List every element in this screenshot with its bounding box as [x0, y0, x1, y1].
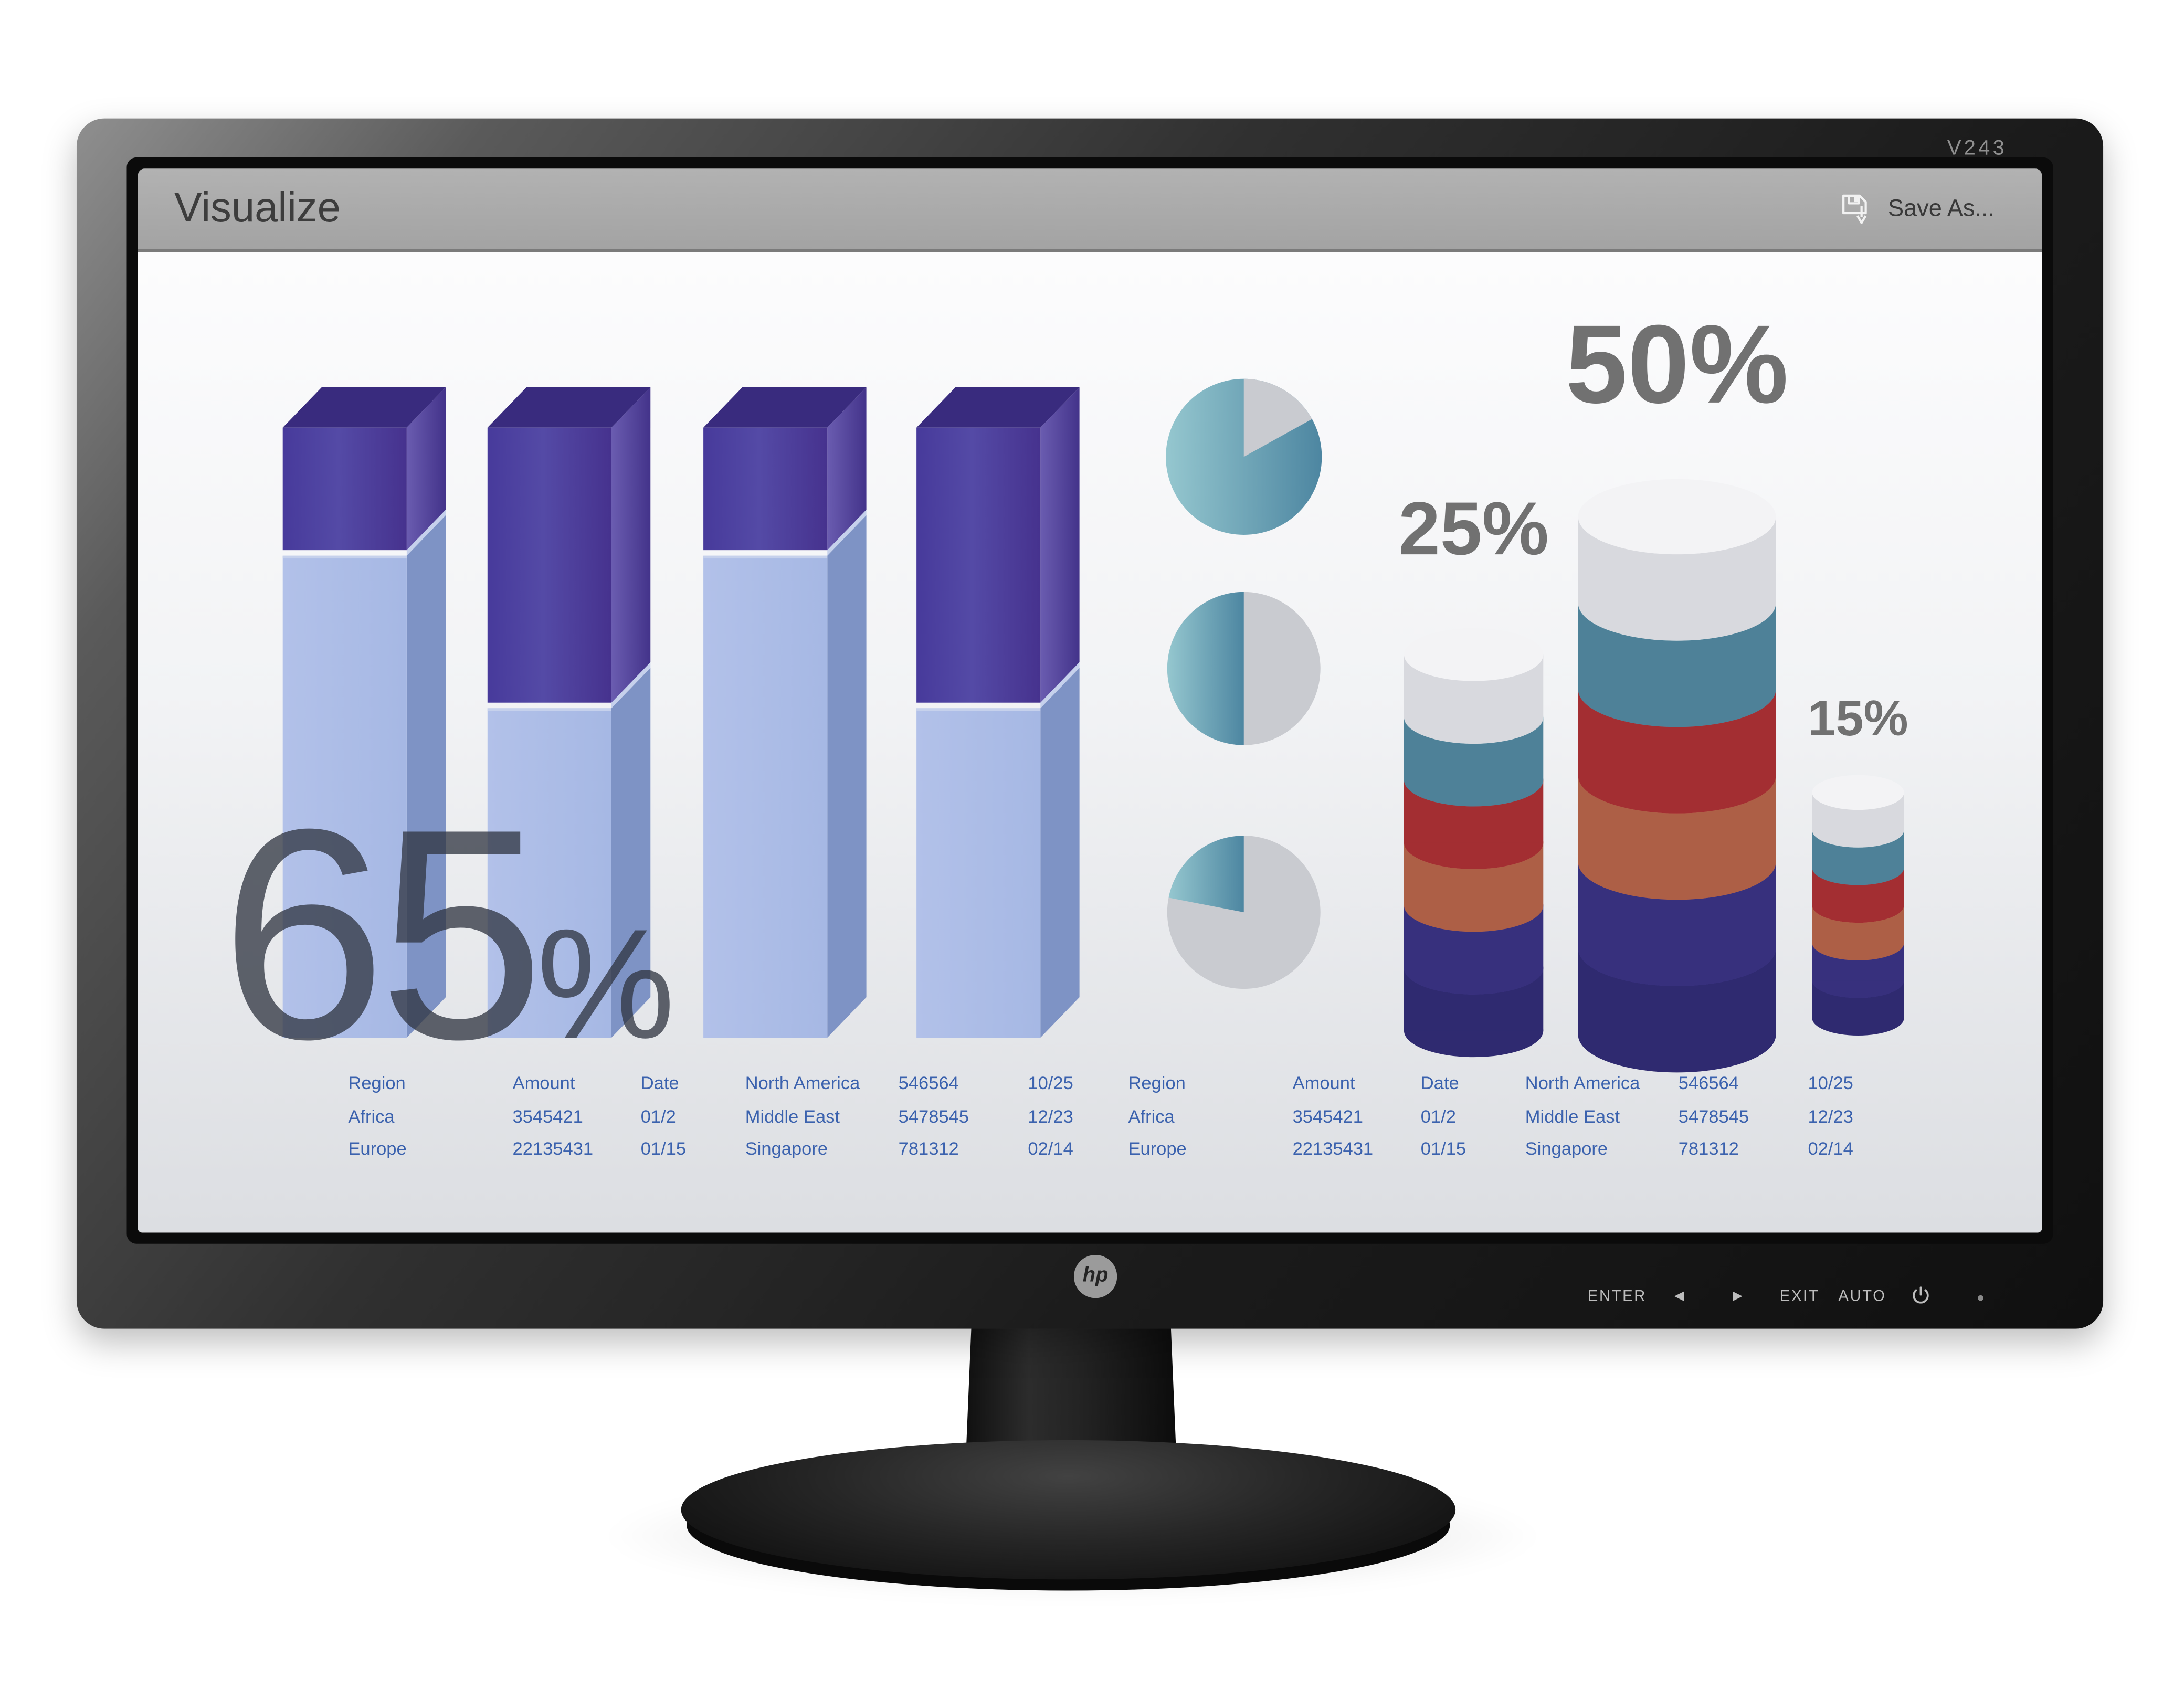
bar-top-face	[703, 387, 867, 428]
bar-segment-blue	[487, 708, 611, 1038]
table-cell: 5478545	[898, 1105, 969, 1126]
table-header-cell: Date	[640, 1072, 679, 1094]
bar-side-blue	[827, 515, 867, 1038]
bar-side-sliver	[611, 662, 651, 709]
monitor-button-left[interactable]: ◀	[1674, 1288, 1685, 1303]
table-header-cell: Amount	[1292, 1072, 1355, 1094]
table-cell: 01/2	[640, 1105, 676, 1126]
page-title: Visualize	[174, 185, 341, 231]
bar-segment-blue-edge	[487, 708, 611, 711]
bar-side-blue	[1040, 668, 1080, 1038]
bar-top-face	[916, 387, 1080, 428]
bar-segment-blue	[703, 555, 828, 1038]
table-header-cell: North America	[1525, 1072, 1640, 1094]
table-cell: 12/23	[1808, 1105, 1853, 1126]
hp-logo: hp	[1073, 1254, 1117, 1298]
table-cell: 3545421	[512, 1105, 583, 1126]
stack-percent-label: 50%	[1566, 302, 1789, 426]
app-titlebar: Visualize Save As...	[138, 168, 2042, 252]
screen-inner-frame: Visualize Save As...	[126, 157, 2053, 1244]
table-cell: 12/23	[1028, 1105, 1073, 1126]
stack-percent-label: 25%	[1398, 487, 1549, 571]
table-header-cell: 10/25	[1028, 1072, 1073, 1094]
bar-side-purple	[827, 387, 867, 551]
table-header-cell: 10/25	[1808, 1072, 1853, 1094]
bar-segment-purple	[703, 427, 828, 551]
monitor-button-exit[interactable]: EXIT	[1779, 1288, 1820, 1305]
table-cell: 3545421	[1292, 1105, 1363, 1126]
save-floppy-icon	[1843, 194, 1868, 224]
table-header-cell: Amount	[512, 1072, 575, 1094]
monitor-model-label: V243	[1947, 136, 2008, 161]
table-cell: Singapore	[1525, 1138, 1608, 1159]
coin-top	[1812, 775, 1904, 810]
table-header-cell: Region	[1128, 1072, 1186, 1094]
pie-slice-gray	[1243, 378, 1312, 457]
table-cell: 01/2	[1420, 1105, 1456, 1126]
table-cell: Singapore	[745, 1138, 828, 1159]
table-cell: Middle East	[745, 1105, 840, 1126]
monitor-button-right[interactable]: ▶	[1733, 1288, 1744, 1303]
table-cell: 22135431	[1292, 1138, 1374, 1159]
table-cell: Africa	[348, 1105, 395, 1126]
table-cell: Middle East	[1525, 1105, 1620, 1126]
table-cell: Europe	[348, 1138, 407, 1159]
bar-segment-blue	[916, 708, 1041, 1038]
power-icon	[1913, 1286, 1929, 1304]
bar-segment-blue-edge	[916, 708, 1041, 711]
bar-side-blue	[406, 515, 446, 1038]
save-as-button[interactable]: Save As...	[1839, 168, 1995, 249]
table-cell: 22135431	[512, 1138, 594, 1159]
power-button[interactable]	[1911, 1285, 1932, 1313]
coin-top	[1578, 479, 1776, 555]
table-header-cell: Region	[348, 1072, 406, 1094]
bar-side-blue	[611, 668, 651, 1038]
monitor-controls: ENTER ◀ ▶ EXIT AUTO	[77, 1286, 2103, 1325]
bar-segment-blue-edge	[282, 555, 407, 559]
stack-percent-label: 15%	[1808, 691, 1908, 746]
bar-segment-blue	[282, 555, 407, 1038]
bar-top-face	[487, 387, 651, 428]
bar-segment-blue-edge	[703, 555, 828, 559]
bar-side-purple	[406, 387, 446, 551]
bar-segment-purple	[916, 427, 1041, 703]
monitor-button-auto[interactable]: AUTO	[1838, 1288, 1886, 1305]
bar-side-sliver	[406, 510, 446, 556]
pie-slice-teal	[1167, 592, 1244, 745]
data-table-right: Region Amount Date North America 546564 10/25…	[1128, 1072, 1880, 1181]
chart-canvas: 65%25%50%15%	[220, 302, 1908, 1101]
pie-slice-teal	[1168, 836, 1244, 913]
bar-segment-purple	[282, 427, 407, 551]
table-cell: 781312	[1678, 1138, 1739, 1159]
table-header-cell: 546564	[1678, 1072, 1739, 1094]
power-led	[1978, 1295, 1983, 1301]
monitor-stand-base	[681, 1440, 1456, 1580]
bar-segment-purple	[487, 427, 611, 703]
data-table-left: Region Amount Date North America 546564 10/25…	[348, 1072, 1100, 1181]
table-cell: 5478545	[1678, 1105, 1749, 1126]
coin-top	[1404, 628, 1544, 681]
table-cell: Africa	[1128, 1105, 1175, 1126]
table-cell: 781312	[898, 1138, 959, 1159]
monitor-bezel: V243 Visualize	[76, 118, 2104, 1329]
screen: Visualize Save As...	[138, 168, 2042, 1233]
table-header-cell: North America	[745, 1072, 860, 1094]
bar-side-sliver	[1040, 662, 1080, 709]
table-cell: 01/15	[640, 1138, 687, 1159]
table-header-cell: Date	[1420, 1072, 1459, 1094]
table-cell: 01/15	[1420, 1138, 1466, 1159]
bar-side-purple	[1040, 387, 1080, 703]
table-header-cell: 546564	[898, 1072, 959, 1094]
bar-top-face	[282, 387, 446, 428]
bar-side-sliver	[827, 510, 867, 556]
bar-side-purple	[611, 387, 651, 703]
table-cell: 02/14	[1028, 1138, 1073, 1159]
monitor-button-enter[interactable]: ENTER	[1587, 1288, 1647, 1305]
save-as-label: Save As...	[1887, 195, 1995, 221]
table-cell: 02/14	[1808, 1138, 1853, 1159]
table-cell: Europe	[1128, 1138, 1187, 1159]
dashboard-content: 65% 25% 50% 15% Region Amount Date North Ameri…	[138, 252, 2042, 1233]
hp-logo-text: hp	[1082, 1263, 1109, 1287]
